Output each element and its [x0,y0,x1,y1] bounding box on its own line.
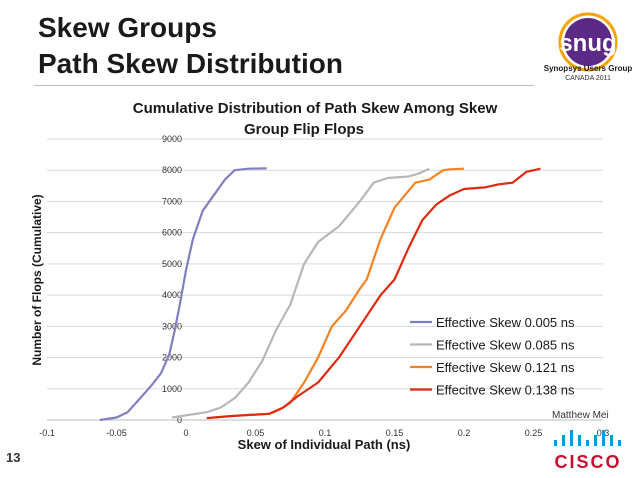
legend: Effective Skew 0.005 ns Effective Skew 0.… [410,315,575,398]
y-tick-label: 8000 [162,165,182,175]
snug-logo-disc [564,18,612,66]
y-tick-label: 1000 [162,384,182,394]
slide-title-line1: Skew Groups [38,12,217,43]
snug-logo-text: snug [559,30,616,57]
x-axis-label: Skew of Individual Path (ns) [238,437,411,452]
y-tick-label: 3000 [162,321,182,331]
x-tick-label: 0.05 [247,428,265,438]
slide-title: Skew Groups Path Skew Distribution [38,10,343,82]
title-rule [34,85,534,86]
snug-logo: snug [558,12,618,72]
y-tick-label: 4000 [162,290,182,300]
series-lines [99,167,541,422]
x-tick-label: 0.25 [525,428,543,438]
x-tick-label: 0.2 [458,428,471,438]
legend-label: Effecitve Skew 0.138 ns [436,383,575,398]
x-tick-label: 0 [183,428,188,438]
chart-title-line1: Cumulative Distribution of Path Skew Amo… [133,100,498,117]
slide-title-line2: Path Skew Distribution [38,48,343,79]
y-axis-label: Number of Flops (Cumulative) [30,194,44,365]
author-name: Matthew Mei [552,410,609,421]
y-tick-label: 9000 [162,134,182,144]
snug-subtitle: Synopsys Users Group [543,64,633,73]
series-line-2 [171,167,430,419]
y-tick-labels: 0 1000 2000 3000 4000 5000 6000 7000 8000 9000 [162,134,182,425]
series-line-1 [99,167,267,422]
snug-edition: CANADA 2011 [565,75,611,82]
x-tick-label: -0.05 [106,428,127,438]
legend-label: Effective Skew 0.005 ns [436,315,575,330]
legend-label: Effective Skew 0.121 ns [436,360,575,375]
y-tick-label: 2000 [162,353,182,363]
page-number: 13 [6,450,21,465]
y-tick-label: 0 [177,415,182,425]
cisco-bridge-icon [554,430,621,446]
series-line-4 [206,167,541,420]
y-tick-label: 7000 [162,196,182,206]
y-tick-label: 6000 [162,228,182,238]
x-tick-label: -0.1 [39,428,55,438]
x-tick-label: 0.15 [386,428,404,438]
cisco-wordmark: CISCO [554,452,621,472]
y-tick-label: 5000 [162,259,182,269]
chart-title-line2: Group Flip Flops [244,121,364,138]
legend-label: Effective Skew 0.085 ns [436,338,575,353]
x-tick-label: 0.1 [319,428,332,438]
cisco-logo: CISCO [554,430,621,472]
gridlines [47,138,603,421]
